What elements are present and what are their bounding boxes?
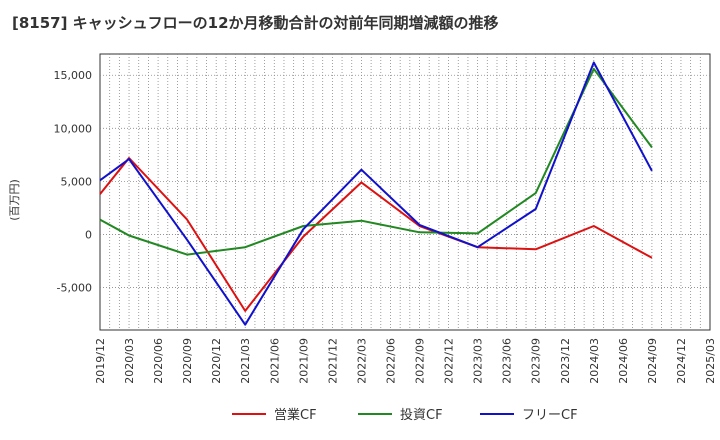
x-tick-label: 2020/12: [210, 338, 223, 384]
y-axis-ticks: -5,000 0 5,000 10,000 15,000: [54, 69, 93, 294]
legend-label: 投資CF: [400, 407, 443, 423]
x-tick-label: 2024/06: [617, 338, 630, 384]
x-tick-label: 2023/09: [530, 338, 543, 384]
x-tick-label: 2021/03: [239, 338, 252, 384]
x-tick-label: 2023/06: [501, 338, 514, 384]
legend-label: 営業CF: [274, 407, 317, 423]
legend-label: フリーCF: [522, 408, 578, 423]
y-tick-label: 15,000: [54, 69, 93, 82]
y-tick-label: 10,000: [54, 122, 93, 135]
x-tick-label: 2022/03: [355, 338, 368, 384]
x-tick-label: 2020/06: [152, 338, 165, 384]
y-tick-label: -5,000: [57, 282, 92, 295]
x-tick-label: 2024/12: [675, 338, 688, 384]
series-line-1: [99, 157, 653, 312]
x-tick-label: 2023/03: [472, 338, 485, 384]
x-tick-label: 2021/09: [297, 338, 310, 384]
y-tick-label: 5,000: [61, 175, 93, 188]
x-axis-ticks: 2019/12 2020/03 2020/06 2020/09 2020/12 2021/…: [94, 338, 717, 384]
x-tick-label: 2021/06: [268, 338, 281, 384]
x-tick-label: 2020/09: [181, 338, 194, 384]
grid: [100, 54, 710, 330]
x-tick-label: 2022/12: [443, 338, 456, 384]
x-tick-label: 2022/06: [384, 338, 397, 384]
legend: 営業CF 投資CF フリーCF: [232, 407, 578, 423]
y-tick-label: 0: [85, 228, 92, 241]
x-tick-label: 2022/09: [414, 338, 427, 384]
chart-title: [8157] キャッシュフローの12か月移動合計の対前年同期増減額の推移: [12, 14, 499, 32]
x-tick-label: 2019/12: [94, 338, 107, 384]
series-line-2: [99, 67, 653, 256]
x-tick-label: 2023/12: [559, 338, 572, 384]
series-lines: [99, 61, 653, 326]
x-tick-label: 2024/09: [646, 338, 659, 384]
y-axis-label: (百万円): [8, 179, 21, 221]
x-tick-label: 2020/03: [123, 338, 136, 384]
series-line-3: [99, 61, 653, 326]
x-tick-label: 2021/12: [326, 338, 339, 384]
x-tick-label: 2024/03: [588, 338, 601, 384]
x-tick-label: 2025/03: [704, 338, 717, 384]
plot-area: [99, 53, 711, 331]
